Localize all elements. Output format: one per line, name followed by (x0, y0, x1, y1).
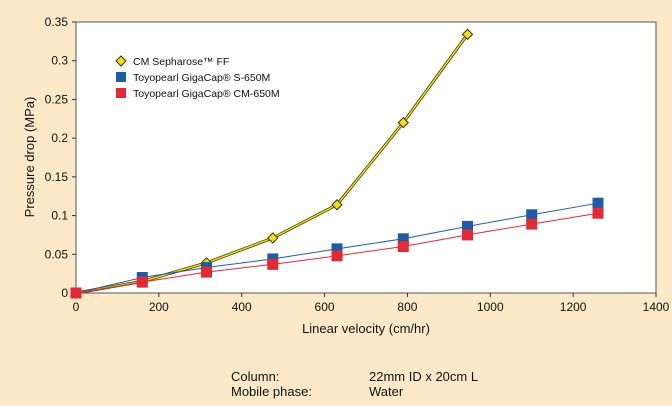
series-layer (70, 28, 604, 299)
legend-label-gigacap-s: Toyopearl GigaCap® S-650M (133, 72, 270, 84)
legend-label-cm-sepharose: CM Sepharose™ FF (133, 56, 229, 68)
x-tick-label: 1000 (477, 300, 504, 314)
legend-marker-gigacap-s (116, 72, 126, 82)
y-tick-label: 0.35 (45, 15, 69, 29)
data-point-gigacap-cm (331, 250, 343, 262)
data-point-gigacap-cm (201, 266, 212, 278)
y-axis-ticks: 0 0.05 0.1 0.15 0.2 0.25 0.3 0.35 (45, 15, 76, 300)
x-tick-label: 0 (73, 300, 80, 314)
data-point-cm-sepharose (397, 116, 409, 129)
data-point-gigacap-s (526, 209, 538, 221)
mobile-phase-value: Water (369, 384, 404, 399)
x-axis-ticks: 0 200 400 600 800 1000 1200 1400 (73, 293, 670, 314)
x-tick-label: 1200 (560, 300, 587, 314)
data-point-gigacap-cm (462, 229, 473, 241)
y-tick-label: 0.25 (45, 92, 69, 106)
plot-area (75, 21, 657, 294)
data-point-cm-sepharose (331, 199, 343, 211)
data-point-gigacap-s (462, 220, 473, 232)
x-tick-label: 1400 (643, 300, 670, 314)
y-tick-label: 0.05 (45, 247, 69, 261)
legend-label-gigacap-cm: Toyopearl GigaCap® CM-650M (133, 88, 280, 100)
x-tick-label: 600 (315, 300, 335, 314)
x-axis-label: Linear velocity (cm/hr) (302, 321, 430, 336)
x-tick-label: 400 (232, 300, 252, 314)
y-tick-label: 0.1 (51, 209, 68, 223)
data-point-gigacap-cm (592, 207, 604, 219)
data-point-gigacap-cm (267, 258, 279, 270)
legend: CM Sepharose™ FF Toyopearl GigaCap® S-650… (115, 55, 280, 100)
x-tick-label: 800 (397, 300, 417, 314)
data-point-gigacap-cm (136, 276, 148, 288)
data-point-gigacap-s (331, 243, 343, 255)
legend-marker-gigacap-cm (116, 88, 126, 98)
data-point-gigacap-s (397, 233, 409, 245)
column-value: 22mm ID x 20cm L (369, 369, 479, 384)
data-point-cm-sepharose (461, 28, 474, 41)
data-point-gigacap-cm (397, 241, 409, 253)
legend-marker-cm-sepharose (115, 55, 127, 67)
y-tick-label: 0.2 (51, 131, 68, 145)
y-axis-label: Pressure drop (MPa) (22, 97, 37, 218)
data-point-cm-sepharose (267, 232, 279, 244)
y-tick-label: 0 (61, 286, 68, 300)
data-point-gigacap-s (592, 197, 604, 209)
mobile-phase-label: Mobile phase: (231, 384, 312, 399)
column-label: Column: (231, 369, 280, 384)
data-point-gigacap-cm (526, 218, 538, 230)
data-point-gigacap-cm (70, 287, 82, 299)
y-tick-label: 0.15 (45, 170, 69, 184)
x-tick-label: 200 (149, 300, 169, 314)
y-tick-label: 0.3 (51, 54, 68, 68)
